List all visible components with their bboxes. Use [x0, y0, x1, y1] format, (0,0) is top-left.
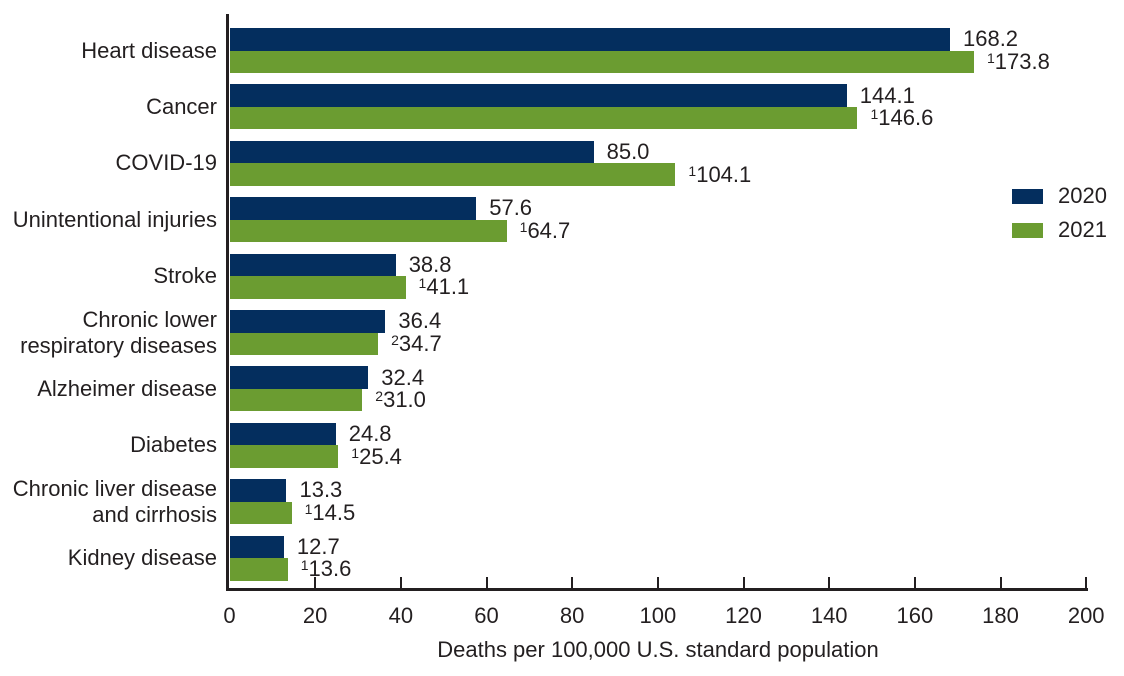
x-axis-tick-40 — [399, 577, 402, 588]
value-label-2021-covid-19: 1104.1 — [688, 161, 752, 187]
value-label-2020-alzheimer-disease: 32.4 — [381, 364, 425, 390]
legend-item-2021: 2021 — [1012, 218, 1107, 242]
x-tick-label-120: 120 — [725, 603, 762, 628]
x-axis-tick-180 — [999, 577, 1002, 588]
legend-label-2020: 2020 — [1058, 183, 1107, 208]
value-label-2021-chronic-lower-respiratory-diseases: 234.7 — [391, 330, 442, 356]
x-tick-label-160: 160 — [896, 603, 934, 628]
bar-2020-diabetes — [229, 422, 336, 446]
value-label-2021-diabetes: 125.4 — [351, 443, 402, 469]
value-label-2020-stroke: 38.8 — [408, 251, 452, 277]
footnote-marker: 1 — [351, 444, 360, 461]
x-axis-tick-140 — [828, 577, 831, 588]
category-label-kidney-disease: Kidney disease — [67, 545, 217, 571]
value-label-2020-kidney-disease: 12.7 — [296, 533, 340, 559]
value-label-2020-diabetes: 24.8 — [348, 421, 392, 447]
category-label-stroke: Stroke — [153, 263, 217, 289]
x-tick-label-200: 200 — [1067, 603, 1105, 628]
x-axis-tick-120 — [742, 577, 745, 588]
x-axis-tick-100 — [656, 577, 659, 588]
footnote-marker: 2 — [391, 331, 399, 348]
category-label-alzheimer-disease: Alzheimer disease — [37, 375, 217, 401]
category-label-chronic-liver-disease-and-cirrhosis: Chronic liver disease and cirrhosis — [12, 475, 217, 527]
bar-2021-diabetes — [229, 445, 339, 468]
value-label-2021-heart-disease: 1173.8 — [986, 48, 1050, 74]
footnote-marker: 1 — [418, 275, 427, 292]
bar-2020-heart-disease — [229, 28, 950, 51]
x-axis-tick-160 — [913, 577, 916, 588]
value-label-2021-cancer: 1146.6 — [870, 105, 934, 131]
x-tick-label-20: 20 — [302, 603, 328, 628]
legend-item-2020: 2020 — [1012, 184, 1107, 208]
bar-2020-kidney-disease — [229, 535, 284, 559]
bar-2020-alzheimer-disease — [229, 366, 369, 389]
x-tick-label-40: 40 — [388, 603, 414, 628]
category-label-heart-disease: Heart disease — [81, 37, 217, 63]
footnote-marker: 1 — [304, 500, 313, 517]
bar-2020-stroke — [229, 253, 396, 277]
x-axis-title: Deaths per 100,000 U.S. standard populat… — [437, 637, 879, 662]
legend-swatch-2021 — [1012, 222, 1043, 238]
value-label-2020-chronic-lower-respiratory-diseases: 36.4 — [398, 308, 442, 334]
value-label-2020-unintentional-injuries: 57.6 — [489, 195, 533, 221]
footnote-marker: 1 — [986, 49, 995, 66]
bar-2021-alzheimer-disease — [229, 388, 363, 412]
bar-2021-stroke — [229, 276, 406, 299]
bar-2020-cancer — [229, 84, 847, 107]
x-tick-label-140: 140 — [810, 603, 848, 628]
y-axis-line — [226, 14, 229, 591]
value-label-2020-heart-disease: 168.2 — [962, 26, 1019, 52]
x-tick-label-100: 100 — [639, 603, 677, 628]
bar-2021-unintentional-injuries — [229, 219, 507, 243]
value-label-2021-alzheimer-disease: 231.0 — [375, 387, 426, 413]
footnote-marker: 1 — [870, 106, 879, 123]
value-label-2020-chronic-liver-disease-and-cirrhosis: 13.3 — [299, 477, 343, 503]
value-label-2021-unintentional-injuries: 164.7 — [519, 217, 571, 243]
legend-swatch-2020 — [1012, 188, 1043, 204]
bar-2021-chronic-lower-respiratory-diseases — [229, 332, 379, 355]
bar-2020-chronic-lower-respiratory-diseases — [229, 310, 386, 333]
footnote-marker: 1 — [688, 162, 697, 179]
bar-2021-chronic-liver-disease-and-cirrhosis — [229, 501, 292, 525]
category-label-diabetes: Diabetes — [130, 432, 217, 458]
x-axis-line — [226, 588, 1088, 591]
x-axis-tick-60 — [485, 577, 488, 588]
x-axis-tick-20 — [314, 577, 317, 588]
category-label-chronic-lower-respiratory-diseases: Chronic lower respiratory diseases — [20, 306, 217, 358]
bar-2021-cancer — [229, 106, 858, 130]
x-tick-label-80: 80 — [559, 603, 585, 628]
value-label-2020-cancer: 144.1 — [859, 82, 915, 108]
footnote-marker: 1 — [300, 557, 309, 574]
legend-label-2021: 2021 — [1058, 217, 1107, 242]
footnote-marker: 2 — [375, 388, 384, 405]
x-tick-label-60: 60 — [474, 603, 499, 628]
bar-2021-covid-19 — [229, 163, 676, 186]
value-label-2021-kidney-disease: 113.6 — [300, 556, 352, 582]
category-label-unintentional-injuries: Unintentional injuries — [12, 206, 217, 232]
footnote-marker: 1 — [519, 218, 528, 235]
bar-2020-chronic-liver-disease-and-cirrhosis — [229, 479, 287, 502]
x-axis-tick-200 — [1085, 577, 1088, 588]
value-label-2021-stroke: 141.1 — [418, 274, 470, 300]
x-tick-label-180: 180 — [982, 603, 1019, 628]
bar-2021-kidney-disease — [229, 558, 288, 581]
bar-2021-heart-disease — [229, 50, 974, 73]
x-tick-label-0: 0 — [223, 603, 236, 628]
value-label-2021-chronic-liver-disease-and-cirrhosis: 114.5 — [304, 499, 356, 525]
x-axis-tick-80 — [571, 577, 574, 588]
category-label-covid-19: COVID-19 — [115, 150, 217, 176]
bar-2020-covid-19 — [229, 140, 594, 164]
value-label-2020-covid-19: 85.0 — [606, 139, 650, 165]
bar-2020-unintentional-injuries — [229, 197, 477, 220]
category-label-cancer: Cancer — [146, 93, 217, 119]
